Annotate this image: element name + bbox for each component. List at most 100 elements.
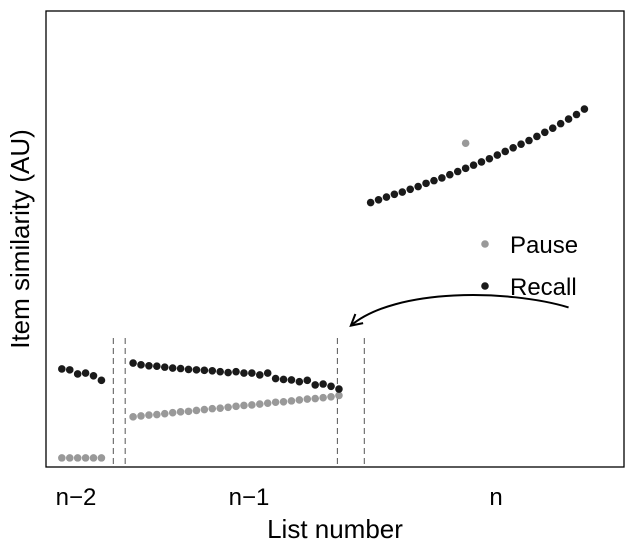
legend-label-recall: Recall bbox=[510, 274, 577, 301]
legend-label-pause: Pause bbox=[510, 232, 578, 259]
point-recall bbox=[279, 375, 288, 384]
arrow-head bbox=[349, 313, 364, 327]
point-recall bbox=[145, 361, 153, 370]
point-recall bbox=[192, 366, 201, 374]
point-recall bbox=[255, 371, 264, 379]
point-pause bbox=[73, 454, 82, 462]
point-pause bbox=[311, 394, 320, 403]
point-recall bbox=[493, 151, 502, 159]
point-recall bbox=[81, 369, 90, 377]
point-pause bbox=[208, 404, 217, 413]
point-recall bbox=[469, 161, 478, 169]
point-recall bbox=[311, 381, 320, 389]
point-recall bbox=[248, 369, 256, 377]
point-recall bbox=[160, 363, 169, 371]
point-recall bbox=[271, 374, 280, 383]
x-tick-label: n−2 bbox=[56, 484, 97, 511]
point-pause bbox=[200, 405, 209, 414]
point-pause bbox=[335, 391, 343, 400]
point-pause bbox=[255, 400, 264, 408]
point-recall bbox=[446, 170, 454, 179]
point-pause bbox=[65, 454, 74, 462]
point-recall bbox=[216, 367, 224, 376]
point-recall bbox=[548, 124, 557, 132]
point-pause bbox=[58, 454, 66, 462]
point-pause bbox=[232, 402, 240, 411]
point-pause bbox=[263, 399, 272, 407]
point-pause bbox=[224, 403, 232, 412]
point-recall bbox=[97, 376, 106, 385]
point-recall bbox=[137, 361, 145, 369]
point-recall bbox=[414, 182, 422, 191]
point-recall bbox=[509, 144, 517, 152]
point-pause bbox=[89, 454, 98, 462]
data-points bbox=[58, 105, 589, 462]
point-pause bbox=[129, 413, 137, 421]
point-pause bbox=[271, 398, 280, 407]
point-recall bbox=[240, 369, 248, 377]
point-pause bbox=[97, 454, 106, 462]
point-pause bbox=[303, 395, 312, 403]
point-recall bbox=[517, 140, 525, 148]
point-recall bbox=[485, 154, 494, 163]
x-tick-label: n bbox=[489, 484, 502, 511]
x-tick-label: n−1 bbox=[229, 484, 270, 511]
point-recall bbox=[73, 370, 82, 378]
point-recall bbox=[406, 185, 415, 194]
point-pause bbox=[461, 139, 470, 148]
point-pause bbox=[137, 412, 145, 420]
point-recall bbox=[168, 364, 177, 372]
point-recall bbox=[580, 105, 589, 113]
point-pause bbox=[192, 406, 201, 415]
point-recall bbox=[200, 366, 209, 375]
point-pause bbox=[176, 408, 185, 416]
point-recall bbox=[176, 364, 185, 373]
point-recall bbox=[184, 365, 193, 374]
point-recall bbox=[335, 385, 343, 393]
point-recall bbox=[461, 164, 470, 173]
point-recall bbox=[374, 195, 383, 204]
point-pause bbox=[240, 401, 248, 410]
point-recall bbox=[525, 136, 533, 145]
point-recall bbox=[564, 115, 573, 123]
point-recall bbox=[129, 359, 137, 367]
point-pause bbox=[81, 454, 90, 462]
point-pause bbox=[168, 408, 177, 417]
point-pause bbox=[145, 411, 153, 419]
point-recall bbox=[58, 365, 66, 373]
legend-marker-recall bbox=[481, 282, 489, 290]
arrow-curve bbox=[350, 294, 569, 327]
y-axis-label: Item similarity (AU) bbox=[5, 129, 35, 349]
point-recall bbox=[556, 119, 565, 128]
point-pause bbox=[295, 396, 304, 404]
x-axis-label: List number bbox=[267, 514, 403, 544]
point-recall bbox=[477, 158, 486, 166]
point-recall bbox=[430, 176, 438, 185]
point-recall bbox=[295, 377, 304, 386]
point-recall bbox=[453, 167, 462, 176]
point-recall bbox=[153, 362, 161, 371]
point-recall bbox=[572, 110, 581, 119]
point-recall bbox=[366, 198, 375, 207]
point-recall bbox=[382, 193, 391, 201]
point-recall bbox=[89, 372, 98, 380]
point-recall bbox=[438, 174, 446, 182]
point-recall bbox=[501, 147, 510, 156]
legend-marker-pause bbox=[481, 240, 489, 248]
point-pause bbox=[184, 407, 193, 416]
point-recall bbox=[422, 179, 430, 188]
point-recall bbox=[303, 376, 312, 385]
point-pause bbox=[327, 392, 335, 401]
annotation-arrow bbox=[349, 294, 569, 327]
point-recall bbox=[65, 366, 74, 374]
legend: Pause Recall bbox=[481, 232, 578, 301]
point-pause bbox=[216, 404, 224, 412]
point-recall bbox=[208, 366, 217, 375]
point-recall bbox=[224, 368, 232, 377]
point-pause bbox=[279, 397, 288, 406]
point-recall bbox=[533, 132, 541, 141]
point-pause bbox=[160, 409, 169, 418]
point-recall bbox=[319, 380, 327, 388]
point-recall bbox=[390, 190, 399, 199]
